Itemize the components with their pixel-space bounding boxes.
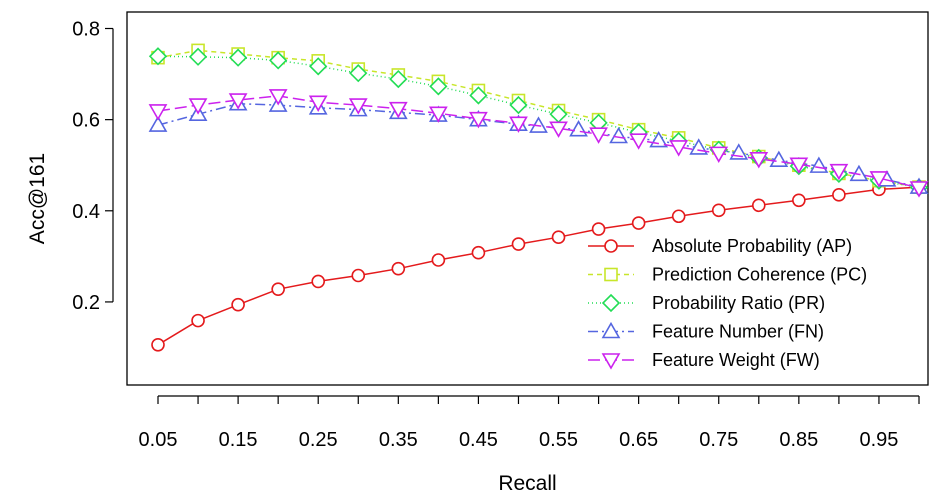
data-point [228,93,248,110]
data-point [749,152,769,169]
data-point [308,95,328,112]
x-tick-label: 0.85 [779,429,818,451]
data-point [309,57,328,76]
data-point [509,116,528,133]
data-point [191,313,205,328]
legend-entry: Probability Ratio (PR) [588,293,825,313]
data-point [271,282,285,296]
data-point [349,64,368,83]
legend-label: Prediction Coherence (PC) [652,265,867,285]
data-point [591,222,606,236]
data-point [391,261,406,276]
x-tick-label: 0.25 [299,429,338,451]
data-point [188,98,208,115]
legend-marker [604,239,618,253]
legend: Absolute Probability (AP) Prediction Cohe… [588,236,867,370]
plot-frame [126,11,929,386]
series-layer [148,43,929,352]
legend-entry: Prediction Coherence (PC) [588,265,867,285]
data-point [792,193,806,208]
legend-entry: Feature Weight (FW) [588,350,820,370]
data-point [751,198,766,213]
series-3 [148,94,929,194]
x-tick-label: 0.45 [459,429,498,451]
data-point [351,268,366,283]
data-point [471,245,486,260]
series-4 [148,89,929,198]
data-point [148,47,168,66]
x-tick-label: 0.15 [219,429,258,451]
x-tick-label: 0.75 [699,429,738,451]
data-point [469,111,488,129]
series-line [157,102,920,188]
data-point [549,121,568,138]
legend-marker [601,353,621,370]
data-point [511,237,526,251]
data-point [829,163,849,181]
data-point [609,126,628,144]
data-point [268,89,288,106]
y-tick-label: 0.8 [72,19,100,41]
data-point [509,95,528,115]
data-point [348,98,368,115]
series-2 [148,47,929,197]
x-axis-title: Recall [498,472,556,495]
data-point [589,127,608,144]
legend-label: Feature Number (FN) [652,322,824,342]
data-point [389,69,408,89]
data-point [629,133,649,150]
x-tick-label: 0.55 [539,429,578,451]
data-point [469,86,488,105]
x-tick-label: 0.35 [379,429,418,451]
y-tick-label: 0.2 [72,292,100,314]
data-point [869,171,889,188]
data-point [228,48,248,67]
y-tick-label: 0.4 [72,201,100,223]
legend-label: Absolute Probability (AP) [652,236,852,256]
y-axis-title: Acc@161 [26,153,49,244]
data-point [909,181,929,198]
data-point [832,188,846,202]
legend-entry: Feature Number (FN) [588,322,824,342]
data-point [311,274,326,289]
data-point [148,115,168,132]
data-point [429,77,448,96]
legend-marker [601,321,621,339]
data-point [631,216,646,230]
y-tick-label: 0.6 [72,110,100,132]
data-point [709,146,729,163]
data-point [431,253,446,267]
data-point [188,47,208,66]
x-tick-label: 0.95 [859,429,898,451]
data-point [669,140,689,157]
data-point [269,51,288,70]
legend-entry: Absolute Probability (AP) [588,236,852,256]
data-point [551,230,566,245]
data-point [711,203,726,218]
legend-label: Probability Ratio (PR) [652,293,825,313]
series-0 [151,180,926,352]
data-point [231,297,245,312]
data-point [671,209,686,224]
legend-marker [601,293,621,313]
series-line [157,95,920,189]
legend-marker [604,267,618,282]
data-point [151,337,165,352]
x-axis: 0.05 0.15 0.25 0.35 0.45 0.55 0.65 0.75 0.85 0.95 [139,395,920,451]
data-point [388,101,408,119]
x-tick-label: 0.65 [619,429,658,451]
data-point [789,157,809,174]
data-point [148,104,168,121]
x-tick-label: 0.05 [139,429,178,451]
data-point [569,120,588,137]
y-axis: 0.2 0.4 0.6 0.8 [72,19,114,314]
legend-label: Feature Weight (FW) [652,350,820,370]
data-point [428,106,448,123]
